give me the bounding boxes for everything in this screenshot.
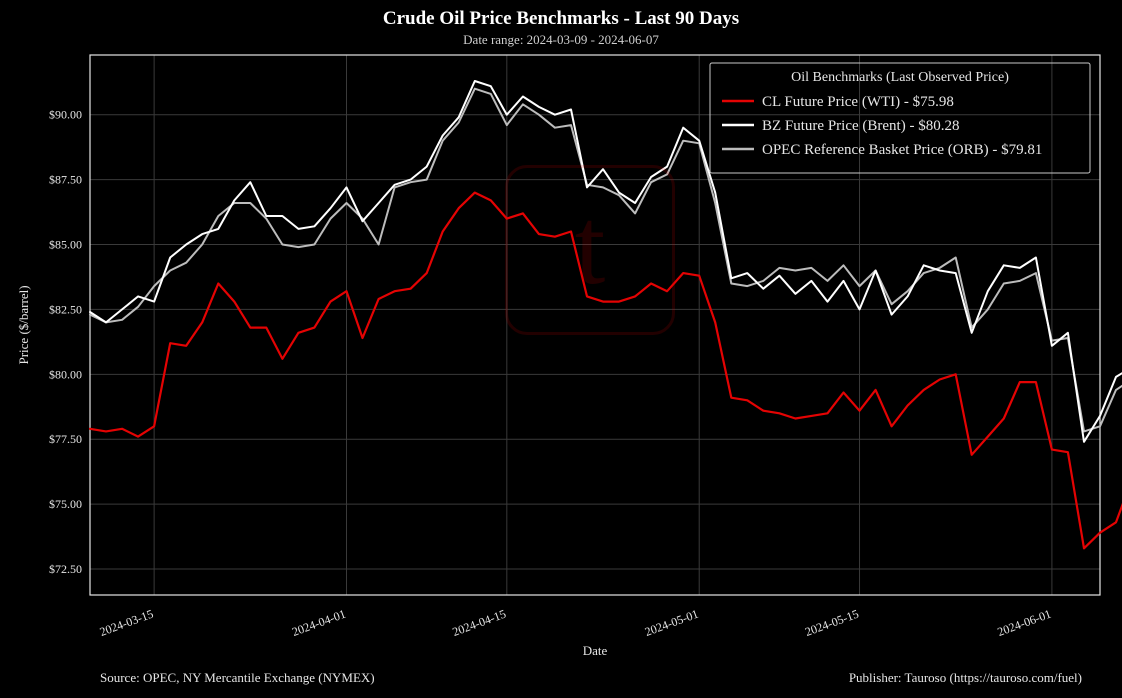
- y-tick-label: $90.00: [49, 108, 82, 122]
- x-axis-label: Date: [583, 643, 608, 658]
- footer-publisher: Publisher: Tauroso (https://tauroso.com/…: [849, 670, 1082, 685]
- legend-title: Oil Benchmarks (Last Observed Price): [791, 70, 1009, 85]
- y-tick-label: $85.00: [49, 238, 82, 252]
- y-tick-label: $80.00: [49, 367, 82, 381]
- x-tick-label: 2024-06-01: [996, 607, 1053, 639]
- y-axis-label: Price ($/barrel): [16, 285, 31, 364]
- x-tick-label: 2024-03-15: [98, 607, 155, 639]
- chart-svg: Crude Oil Price Benchmarks - Last 90 Day…: [0, 0, 1122, 698]
- x-tick-label: 2024-04-15: [450, 607, 507, 639]
- legend-item-label: OPEC Reference Basket Price (ORB) - $79.…: [762, 142, 1042, 158]
- y-tick-label: $77.50: [49, 432, 82, 446]
- chart-subtitle: Date range: 2024-03-09 - 2024-06-07: [463, 32, 659, 47]
- series-wti: [90, 193, 1122, 549]
- x-tick-label: 2024-04-01: [290, 607, 347, 639]
- x-tick-label: 2024-05-01: [643, 607, 700, 639]
- y-tick-label: $82.50: [49, 302, 82, 316]
- y-tick-label: $75.00: [49, 497, 82, 511]
- legend-item-label: CL Future Price (WTI) - $75.98: [762, 94, 954, 110]
- legend-item-label: BZ Future Price (Brent) - $80.28: [762, 118, 959, 134]
- y-tick-label: $87.50: [49, 173, 82, 187]
- legend: Oil Benchmarks (Last Observed Price) CL F…: [710, 63, 1090, 173]
- chart-title: Crude Oil Price Benchmarks - Last 90 Day…: [383, 8, 739, 29]
- chart-container: t Crude Oil Price Benchmarks - Last 90 D…: [0, 0, 1122, 698]
- y-tick-label: $72.50: [49, 562, 82, 576]
- x-tick-label: 2024-05-15: [803, 607, 860, 639]
- footer-source: Source: OPEC, NY Mercantile Exchange (NY…: [100, 670, 375, 685]
